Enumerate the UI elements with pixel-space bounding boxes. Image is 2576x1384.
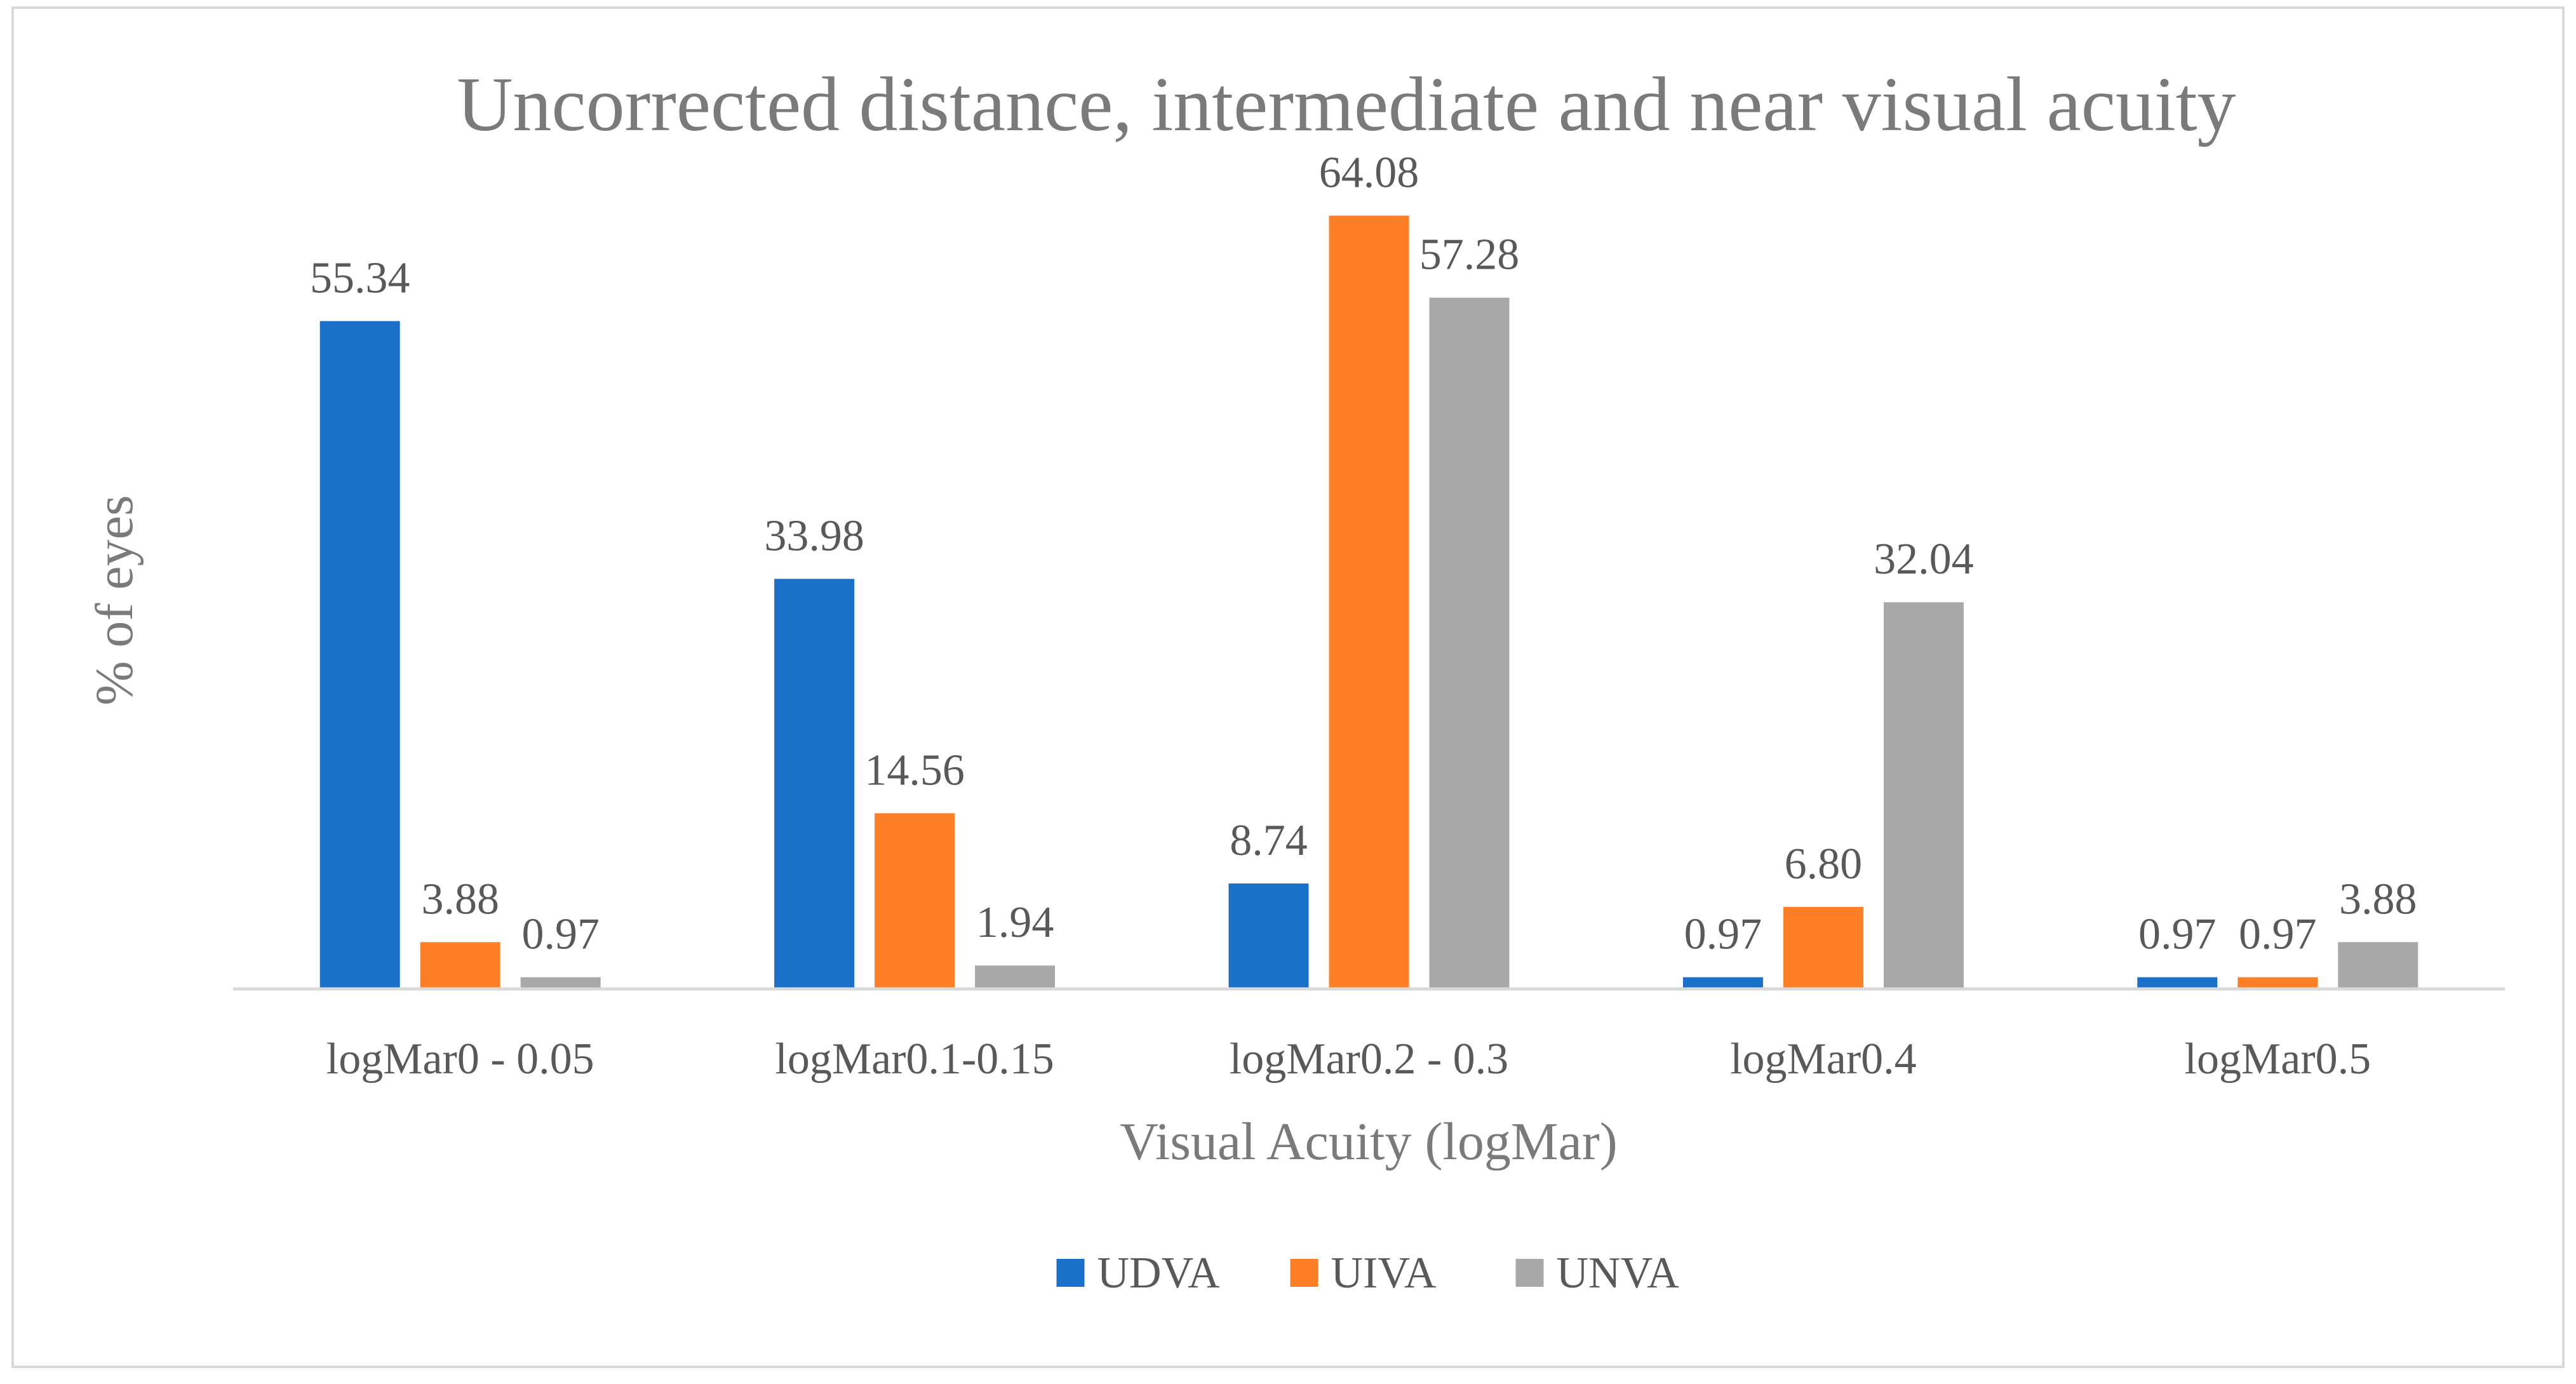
bar-uiva-3 [1783,906,1863,989]
bar-udva-1 [774,579,855,989]
bars-layer [319,215,2418,990]
category-label-3: logMar0.4 [1730,1035,1917,1084]
bar-unva-2 [1429,297,1510,990]
data-label-unva-4: 3.88 [2339,875,2417,924]
legend-swatch-uiva [1290,1259,1318,1287]
value-labels-layer: 55.34 3.88 0.97 33.98 14.56 1.94 8.74 64.0857.2… [310,148,2417,958]
bar-uiva-0 [420,942,500,989]
chart-title: Uncorrected distance, intermediate and n… [457,62,2236,147]
data-label-udva-3: 0.97 [1684,910,1762,959]
bar-udva-0 [319,321,400,989]
chart-border [11,6,2565,1368]
data-label-uiva-4: 0.97 [2239,910,2317,959]
x-axis-label: Visual Acuity (logMar) [1120,1112,1617,1171]
bar-unva-0 [520,977,601,989]
data-label-uiva-1: 14.56 [864,746,965,795]
data-label-uiva-3: 6.80 [1785,840,1863,889]
data-label-udva-1: 33.98 [764,511,864,560]
data-label-unva-3: 32.04 [1874,535,1974,584]
category-label-0: logMar0 - 0.05 [326,1035,594,1084]
data-label-unva-2: 57.28 [1419,231,1520,279]
bar-uiva-1 [875,813,955,989]
data-label-uiva-0: 3.88 [421,875,499,924]
bar-uiva-4 [2237,977,2318,989]
bar-unva-4 [2338,942,2418,989]
data-label-unva-0: 0.97 [521,910,600,959]
data-label-udva-4: 0.97 [2138,910,2217,959]
category-label-1: logMar0.1-0.15 [775,1035,1054,1084]
legend-label-udva: UDVA [1097,1249,1221,1298]
legend-swatch-unva [1515,1259,1544,1287]
y-axis-label: % of eyes [85,495,144,705]
legend-label-unva: UNVA [1557,1249,1680,1298]
bar-unva-3 [1883,602,1964,989]
bar-udva-3 [1682,977,1763,989]
data-label-uiva-2: 64.08 [1319,148,1419,197]
category-label-2: logMar0.2 - 0.3 [1230,1035,1508,1084]
legend: UDVA UIVA UNVA [1056,1249,1680,1298]
data-label-udva-2: 8.74 [1230,816,1308,865]
category-label-4: logMar0.5 [2185,1035,2371,1084]
legend-swatch-udva [1056,1259,1085,1287]
legend-label-uiva: UIVA [1331,1249,1437,1298]
bar-unva-1 [975,965,1056,989]
bar-udva-2 [1228,883,1309,989]
bar-udva-4 [2137,977,2218,989]
category-labels-layer: logMar0 - 0.05 logMar0.1-0.15 logMar0.2 - … [326,1035,2371,1084]
bar-uiva-2 [1329,215,1409,990]
data-label-unva-1: 1.94 [976,898,1054,947]
data-label-udva-0: 55.34 [310,254,410,303]
